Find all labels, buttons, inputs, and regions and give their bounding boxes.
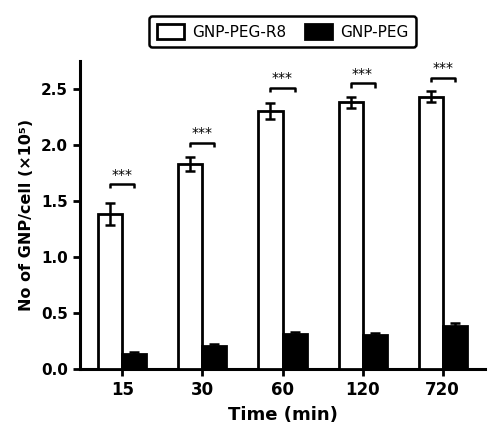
Y-axis label: No of GNP/cell (×10⁵): No of GNP/cell (×10⁵) (19, 119, 34, 311)
Text: ***: *** (192, 126, 213, 140)
Bar (418, 97, 442, 369)
Bar (202, 346, 226, 369)
Bar (442, 326, 466, 369)
Bar (178, 164, 203, 369)
X-axis label: Time (min): Time (min) (228, 406, 338, 424)
Legend: GNP-PEG-R8, GNP-PEG: GNP-PEG-R8, GNP-PEG (150, 16, 416, 47)
Text: ***: *** (432, 61, 453, 76)
Bar (122, 354, 146, 369)
Bar (282, 334, 306, 369)
Bar (362, 335, 386, 369)
Bar (338, 102, 362, 369)
Bar (258, 111, 282, 369)
Text: ***: *** (272, 72, 293, 85)
Text: ***: *** (352, 67, 373, 81)
Bar (98, 214, 122, 369)
Text: ***: *** (112, 168, 133, 182)
